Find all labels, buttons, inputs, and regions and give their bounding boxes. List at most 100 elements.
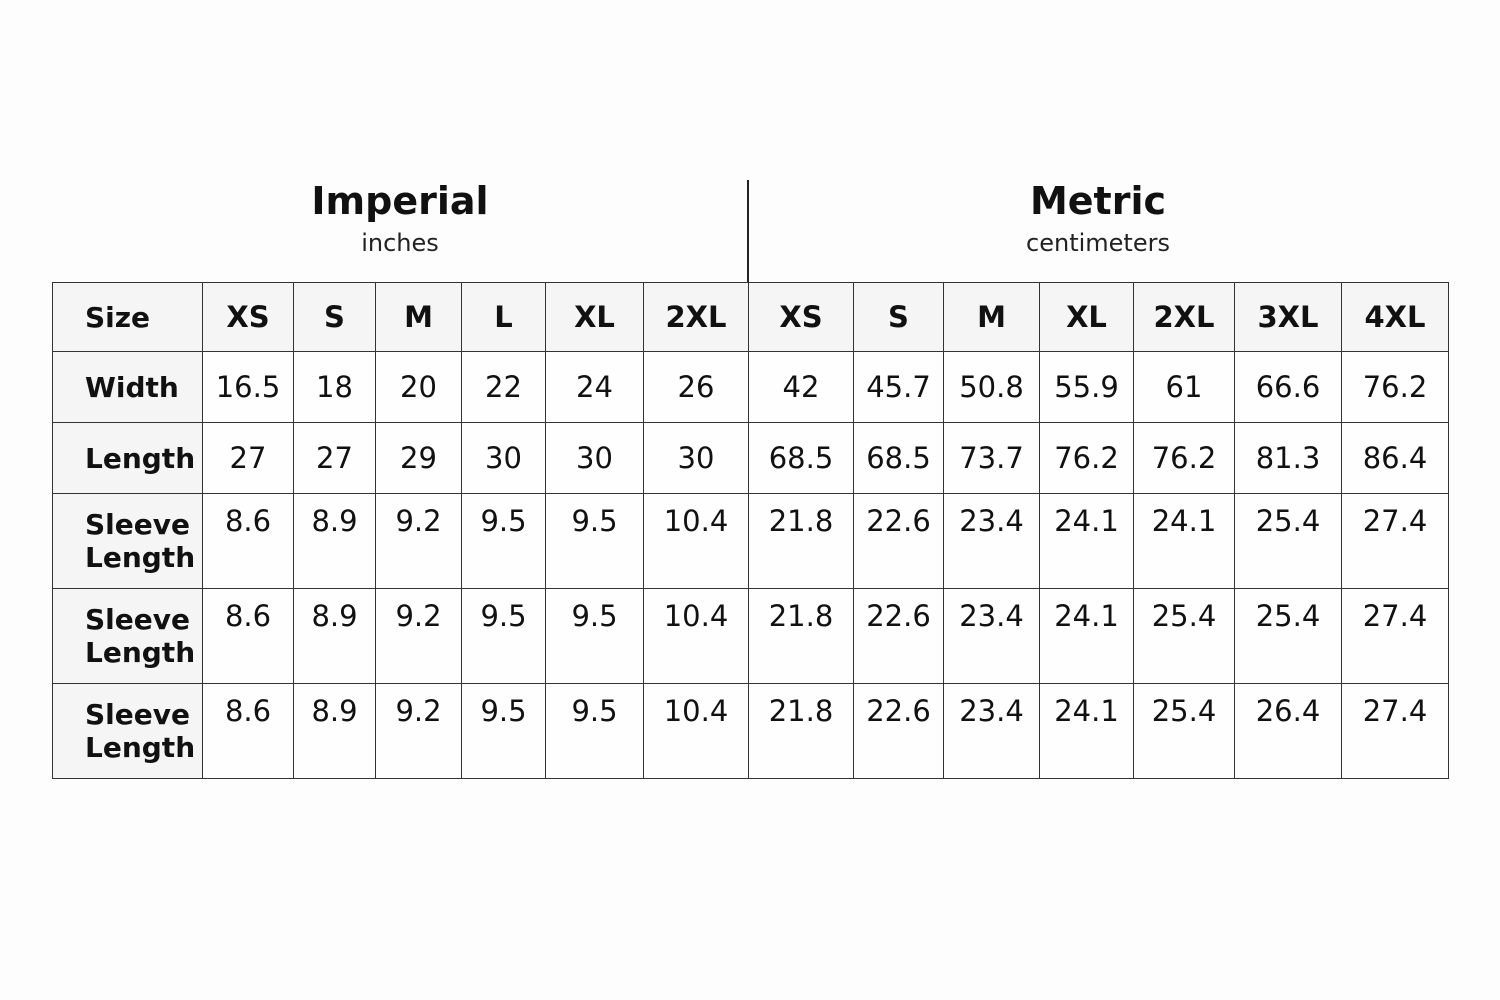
table-cell: 68.5: [748, 422, 854, 494]
row-label-line: Sleeve: [85, 603, 190, 636]
table-cell: 30: [545, 422, 644, 494]
row-label-line: Sleeve: [85, 508, 190, 541]
row-label-sleeve-length: Sleeve Length: [52, 588, 203, 684]
table-cell: 26.4: [1234, 683, 1342, 779]
row-label-line: Sleeve: [85, 698, 190, 731]
imperial-size-m: M: [375, 282, 462, 352]
table-cell: 9.5: [545, 588, 644, 684]
table-cell: 30: [461, 422, 546, 494]
table-cell: 10.4: [643, 493, 749, 589]
metric-heading: Metric centimeters: [748, 176, 1448, 260]
table-cell: 22.6: [853, 683, 944, 779]
metric-title: Metric: [1029, 179, 1167, 223]
table-cell: 23.4: [943, 683, 1040, 779]
table-cell: 23.4: [943, 588, 1040, 684]
table-cell: 86.4: [1341, 422, 1449, 494]
table-cell: 42: [748, 351, 854, 423]
table-cell: 24.1: [1039, 683, 1134, 779]
table-cell: 27: [202, 422, 294, 494]
table-row-sleeve-length-2: Sleeve Length 8.6 8.9 9.2 9.5 9.5 10.4 2…: [52, 588, 1449, 684]
table-cell: 81.3: [1234, 422, 1342, 494]
size-chart-table: Size XS S M L XL 2XL XS S M XL 2XL 3XL 4…: [52, 282, 1449, 779]
metric-size-4xl: 4XL: [1341, 282, 1449, 352]
table-cell: 9.2: [375, 588, 462, 684]
metric-size-m: M: [943, 282, 1040, 352]
table-cell: 9.5: [545, 683, 644, 779]
table-cell: 8.9: [293, 588, 376, 684]
table-cell: 27.4: [1341, 493, 1449, 589]
table-cell: 76.2: [1341, 351, 1449, 423]
imperial-size-s: S: [293, 282, 376, 352]
table-cell: 24.1: [1133, 493, 1235, 589]
row-label-sleeve-length: Sleeve Length: [52, 683, 203, 779]
table-cell: 8.9: [293, 493, 376, 589]
table-cell: 8.6: [202, 588, 294, 684]
imperial-heading: Imperial inches: [52, 176, 748, 260]
table-cell: 20: [375, 351, 462, 423]
table-cell: 76.2: [1133, 422, 1235, 494]
imperial-size-xl: XL: [545, 282, 644, 352]
table-cell: 66.6: [1234, 351, 1342, 423]
table-cell: 26: [643, 351, 749, 423]
metric-size-xs: XS: [748, 282, 854, 352]
heading-divider: [747, 180, 749, 284]
table-cell: 9.5: [545, 493, 644, 589]
table-cell: 73.7: [943, 422, 1040, 494]
table-cell: 45.7: [853, 351, 944, 423]
table-cell: 76.2: [1039, 422, 1134, 494]
table-row-sleeve-length-3: Sleeve Length 8.6 8.9 9.2 9.5 9.5 10.4 2…: [52, 683, 1449, 779]
table-row-sleeve-length-1: Sleeve Length 8.6 8.9 9.2 9.5 9.5 10.4 2…: [52, 493, 1449, 589]
table-cell: 9.5: [461, 493, 546, 589]
table-cell: 24.1: [1039, 588, 1134, 684]
table-cell: 27.4: [1341, 683, 1449, 779]
metric-size-s: S: [853, 282, 944, 352]
table-cell: 50.8: [943, 351, 1040, 423]
table-cell: 22: [461, 351, 546, 423]
imperial-size-l: L: [461, 282, 546, 352]
row-label-line: Length: [85, 541, 196, 574]
imperial-title: Imperial: [311, 179, 489, 223]
table-cell: 24.1: [1039, 493, 1134, 589]
metric-size-xl: XL: [1039, 282, 1134, 352]
table-cell: 10.4: [643, 588, 749, 684]
metric-size-3xl: 3XL: [1234, 282, 1342, 352]
table-cell: 55.9: [1039, 351, 1134, 423]
table-row-length: Length 27 27 29 30 30 30 68.5 68.5 73.7 …: [52, 422, 1449, 494]
table-cell: 8.9: [293, 683, 376, 779]
table-cell: 9.2: [375, 683, 462, 779]
table-cell: 22.6: [853, 588, 944, 684]
imperial-size-2xl: 2XL: [643, 282, 749, 352]
table-cell: 27: [293, 422, 376, 494]
table-cell: 18: [293, 351, 376, 423]
imperial-size-xs: XS: [202, 282, 294, 352]
metric-subtitle: centimeters: [1026, 229, 1170, 257]
table-cell: 23.4: [943, 493, 1040, 589]
table-cell: 22.6: [853, 493, 944, 589]
table-cell: 8.6: [202, 683, 294, 779]
table-cell: 25.4: [1234, 493, 1342, 589]
table-cell: 9.2: [375, 493, 462, 589]
header-row: Size XS S M L XL 2XL XS S M XL 2XL 3XL 4…: [52, 282, 1449, 352]
table-cell: 27.4: [1341, 588, 1449, 684]
row-label-width: Width: [52, 351, 203, 423]
metric-size-2xl: 2XL: [1133, 282, 1235, 352]
table-cell: 16.5: [202, 351, 294, 423]
size-header: Size: [52, 282, 203, 352]
table-row-width: Width 16.5 18 20 22 24 26 42 45.7 50.8 5…: [52, 351, 1449, 423]
table-cell: 61: [1133, 351, 1235, 423]
row-label-line: Length: [85, 731, 196, 764]
row-label-line: Length: [85, 636, 196, 669]
row-label-sleeve-length: Sleeve Length: [52, 493, 203, 589]
table-cell: 24: [545, 351, 644, 423]
table-cell: 30: [643, 422, 749, 494]
table-cell: 21.8: [748, 683, 854, 779]
table-cell: 21.8: [748, 588, 854, 684]
table-cell: 9.5: [461, 588, 546, 684]
table-cell: 29: [375, 422, 462, 494]
table-cell: 68.5: [853, 422, 944, 494]
table-cell: 21.8: [748, 493, 854, 589]
table-cell: 25.4: [1234, 588, 1342, 684]
table-cell: 25.4: [1133, 588, 1235, 684]
table-cell: 10.4: [643, 683, 749, 779]
table-cell: 25.4: [1133, 683, 1235, 779]
